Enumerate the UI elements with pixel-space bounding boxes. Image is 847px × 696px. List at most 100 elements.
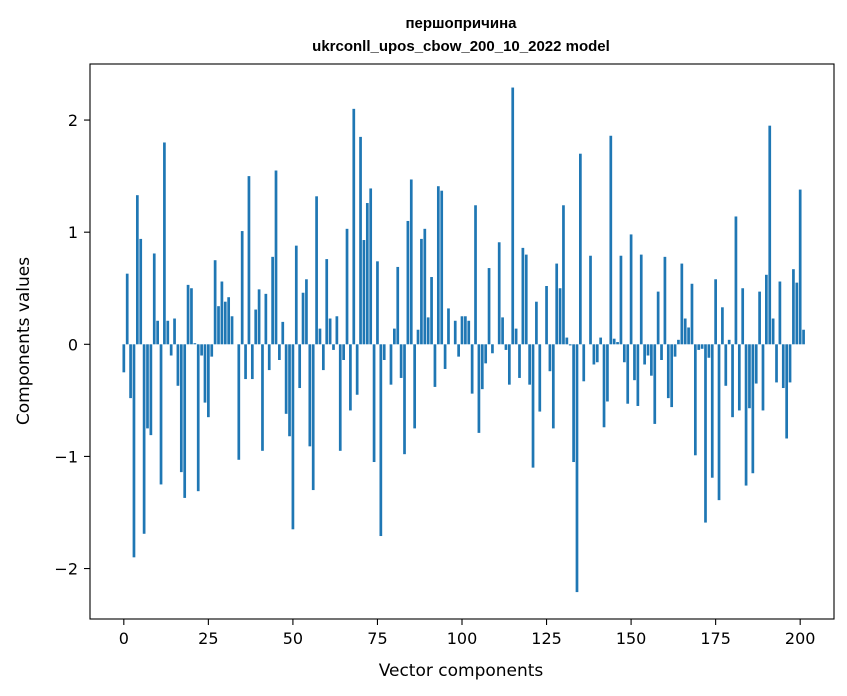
bar xyxy=(636,344,640,406)
bar xyxy=(785,344,789,439)
bar xyxy=(291,344,295,530)
bar xyxy=(416,329,420,345)
bar xyxy=(643,344,646,365)
bar xyxy=(230,316,234,345)
bar xyxy=(294,245,298,345)
bar xyxy=(737,344,741,411)
bar xyxy=(480,344,484,390)
bar xyxy=(190,288,193,345)
bar xyxy=(673,344,677,357)
bar xyxy=(727,339,731,345)
bar xyxy=(535,301,538,345)
bar xyxy=(129,344,132,399)
bar xyxy=(697,344,701,350)
bar xyxy=(778,281,782,345)
bar xyxy=(741,288,745,345)
bar xyxy=(677,339,680,345)
x-tick-label: 150 xyxy=(616,629,647,648)
bar xyxy=(146,344,149,429)
bar xyxy=(464,316,467,345)
bar xyxy=(393,328,396,345)
bar xyxy=(389,344,393,385)
bar xyxy=(332,344,335,350)
bar xyxy=(629,234,633,345)
bar xyxy=(447,308,450,345)
bar xyxy=(139,238,143,345)
bar xyxy=(338,344,342,451)
x-tick-label: 100 xyxy=(447,629,478,648)
bar xyxy=(301,292,305,345)
bar xyxy=(132,344,136,558)
bar xyxy=(616,342,619,345)
bar xyxy=(551,344,555,429)
bar xyxy=(602,344,606,428)
bar xyxy=(504,344,508,350)
bar xyxy=(521,247,525,345)
bar xyxy=(457,344,460,357)
bar xyxy=(704,344,707,523)
bar xyxy=(491,344,494,354)
bar xyxy=(288,344,291,437)
bar xyxy=(650,344,653,376)
bars-group xyxy=(122,87,805,593)
y-tick-label: 2 xyxy=(68,111,78,130)
bar xyxy=(707,344,711,358)
bar xyxy=(474,205,477,345)
bar xyxy=(765,274,768,345)
bar xyxy=(582,344,586,382)
bar xyxy=(183,344,187,498)
bar xyxy=(562,205,565,345)
bar xyxy=(656,291,660,345)
bar xyxy=(589,255,592,345)
bar xyxy=(213,260,217,345)
bar xyxy=(545,286,548,345)
bar xyxy=(507,344,511,385)
bar xyxy=(244,344,247,380)
bar xyxy=(470,344,474,394)
bar xyxy=(281,321,285,345)
bar xyxy=(592,344,596,365)
bar xyxy=(396,266,400,345)
bar xyxy=(142,344,146,534)
bar xyxy=(558,288,562,345)
bar xyxy=(311,344,315,491)
bar xyxy=(254,309,258,345)
bar xyxy=(420,238,423,345)
bar xyxy=(572,344,575,463)
bar xyxy=(501,317,504,345)
bar xyxy=(382,344,386,360)
bar xyxy=(622,344,626,363)
bar xyxy=(693,344,697,456)
bar xyxy=(267,344,271,371)
chart-subtitle: ukrconll_upos_cbow_200_10_2022 model xyxy=(312,38,610,55)
x-tick-label: 50 xyxy=(283,629,303,648)
bar xyxy=(660,344,663,360)
bar xyxy=(349,344,352,411)
bar xyxy=(399,344,403,378)
bar xyxy=(169,344,173,356)
bar xyxy=(710,344,714,478)
bar xyxy=(433,344,437,387)
bar xyxy=(403,344,406,455)
x-tick-label: 175 xyxy=(700,629,731,648)
bar xyxy=(210,344,214,357)
bar xyxy=(751,344,755,474)
bar xyxy=(362,240,366,345)
bar xyxy=(795,282,799,345)
bar xyxy=(271,256,274,345)
bar xyxy=(220,281,224,345)
bar xyxy=(731,344,734,418)
bar xyxy=(166,320,170,345)
bar xyxy=(748,344,751,409)
plot-frame xyxy=(89,63,835,620)
bar xyxy=(223,301,227,345)
bar xyxy=(257,289,261,345)
x-tick-label: 75 xyxy=(367,629,387,648)
bar xyxy=(426,317,430,345)
bar xyxy=(250,344,254,380)
y-tick-label: −1 xyxy=(54,447,78,466)
bar xyxy=(768,125,772,345)
y-axis-label: Components values xyxy=(14,257,34,425)
bar xyxy=(355,344,359,395)
bar xyxy=(227,297,231,345)
